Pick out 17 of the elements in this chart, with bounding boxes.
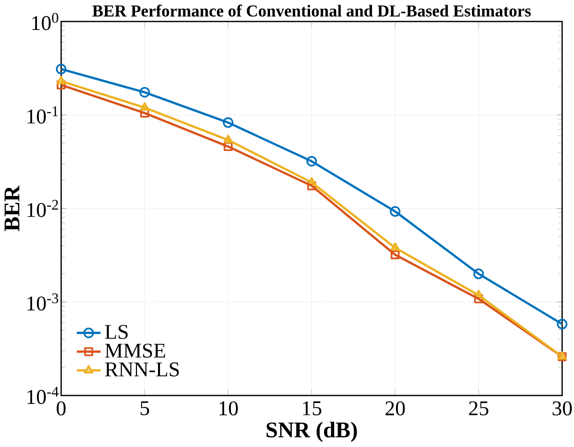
y-tick-label: 10$^{-2}$ (28, 200, 58, 218)
y-axis-title: BER (4, 186, 20, 232)
x-tick-label: 25 (469, 401, 488, 416)
x-tick-label: 15 (303, 401, 322, 416)
x-axis-title: SNR (dB) (266, 422, 357, 442)
legend-label: LS (105, 325, 128, 340)
y-tick-label: 10$^{0}$ (32, 13, 58, 30)
x-tick-label: 20 (386, 401, 405, 416)
x-tick-label: 30 (552, 401, 572, 416)
y-tick-label: 10$^{-3}$ (28, 294, 58, 311)
x-tick-label: 10 (220, 401, 238, 416)
y-tick-label: 10$^{-1}$ (28, 106, 58, 124)
x-tick-label: 5 (140, 401, 150, 416)
chart-title: BER Performance of Conventional and DL-Based Estimators (92, 4, 531, 17)
legend-label: RNN-LS (105, 362, 179, 377)
x-tick-label: 0 (56, 401, 66, 416)
legend-label: MMSE (105, 344, 166, 358)
